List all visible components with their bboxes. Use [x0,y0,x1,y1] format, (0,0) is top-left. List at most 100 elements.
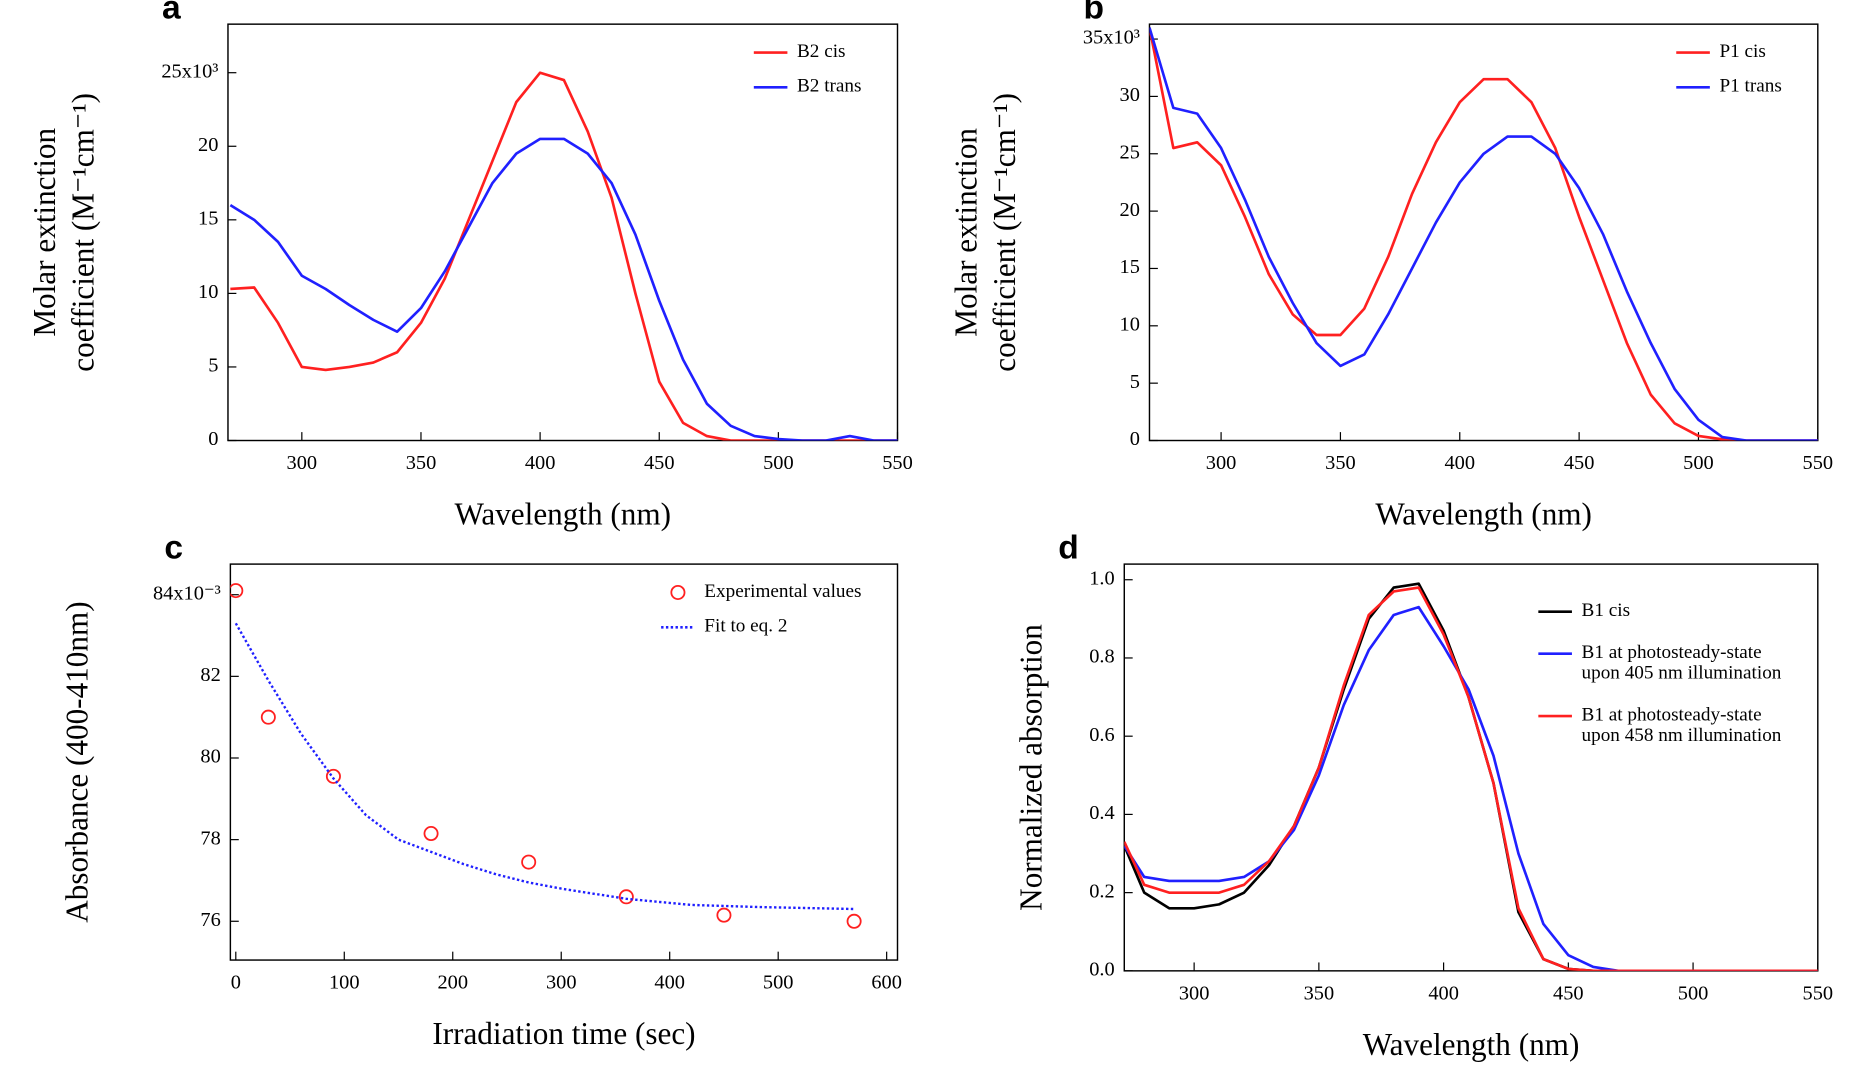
legend-label: B1 at photosteady-state [1582,704,1762,725]
x-tick-label: 500 [763,452,794,474]
x-tick-label: 350 [1304,983,1335,1005]
data-point [325,768,341,784]
y-axis-title: coefficient (M⁻¹cm⁻¹) [66,93,101,372]
legend: Experimental values Fit to eq. 2 [661,581,862,637]
x-tick-label: 600 [871,972,902,994]
y-tick-label: 25 [1120,141,1140,163]
x-tick-label: 400 [654,972,685,994]
legend-label: B2 trans [797,76,862,97]
x-axis-title: Wavelength (nm) [454,496,671,531]
y-tick-label: 5 [1130,371,1140,393]
y-tick-label: 20 [198,134,218,156]
x-tick-label: 400 [1444,452,1475,474]
plot-frame [227,23,899,442]
data-line [229,137,898,441]
x-tick-label: 350 [1325,452,1356,474]
y-tick-label: 76 [200,909,220,931]
x-tick-label: 400 [1428,983,1459,1005]
y-axis-title: Absorbance (400-410nm) [60,601,95,922]
y-tick-label: 10 [198,281,218,303]
data-point [618,889,634,905]
y-tick-label: 25x10³ [161,60,218,82]
y-tick-label: 20 [1120,199,1140,221]
x-axis-title: Irradiation time (sec) [432,1016,695,1051]
legend-label: B1 at photosteady-state [1582,642,1762,663]
plot-frame [1148,23,1819,442]
y-tick-label: 78 [200,827,220,849]
x-axis-title: Wavelength (nm) [1363,1027,1580,1062]
y-tick-label: 80 [200,746,220,768]
y-axis-title: Molar extinction [27,128,62,337]
x-tick-label: 0 [231,972,241,994]
x-tick-label: 500 [1683,452,1714,474]
data-point [423,826,439,842]
panel-label: d [1058,530,1079,567]
y-tick-label: 0.6 [1089,724,1114,746]
legend-label: upon 405 nm illumination [1582,662,1782,683]
data-point [521,854,537,870]
y-tick-label: 5 [208,355,218,377]
panel-label: a [162,0,181,27]
data-line [1124,586,1818,971]
y-tick-label: 10 [1120,313,1140,335]
data-point [230,583,244,599]
panel: a 0 5 10 15 20 25x10³ 300 350 400 450 500 550 Wavelen… [27,0,913,531]
panel-label: c [164,530,183,567]
x-tick-label: 450 [1564,452,1595,474]
legend-label: B1 cis [1582,600,1631,621]
data-line [1124,605,1818,971]
y-tick-label: 0.0 [1089,959,1114,981]
y-tick-label: 1.0 [1089,567,1114,589]
panel: c 76 78 80 82 84x10⁻³ 0 100 200 300 400 500 600 Irrad… [60,530,902,1051]
x-tick-label: 450 [1553,983,1584,1005]
panel: d 0.0 0.2 0.4 0.6 0.8 1.0 300 350 400 450 500 550 Wav… [1013,530,1833,1062]
x-tick-label: 450 [644,452,675,474]
y-tick-label: 15 [198,207,218,229]
x-tick-label: 100 [329,972,360,994]
x-tick-label: 300 [287,452,318,474]
legend: B2 cis B2 trans [753,41,862,97]
x-tick-label: 500 [1678,983,1709,1005]
y-tick-label: 0 [1130,428,1140,450]
x-tick-label: 400 [525,452,556,474]
y-tick-label: 0.4 [1089,802,1114,824]
y-tick-label: 82 [200,664,220,686]
data-line [1149,27,1818,441]
x-tick-label: 300 [1179,983,1210,1005]
y-tick-label: 15 [1120,256,1140,278]
legend-label: B2 cis [797,41,846,62]
y-tick-label: 0.2 [1089,880,1114,902]
x-tick-label: 550 [1803,452,1834,474]
x-tick-label: 500 [763,972,794,994]
data-line [234,622,855,911]
legend: P1 cis P1 trans [1676,41,1782,97]
x-tick-label: 300 [546,972,577,994]
panel: b 0 5 10 15 20 25 30 35x10³ 300 350 400 450 500 550 Wav… [949,0,1833,531]
legend-label: Experimental values [704,581,861,602]
plot-area [1124,582,1818,971]
plot-frame [229,563,899,961]
y-tick-label: 30 [1120,84,1140,106]
y-tick-label: 0 [208,428,218,450]
x-tick-label: 550 [1803,983,1834,1005]
plot-frame [1123,563,1819,972]
y-axis-title: Molar extinction [949,128,984,337]
y-tick-label: 35x10³ [1083,27,1140,49]
data-line [230,71,898,441]
data-point [846,913,862,929]
y-tick-label: 84x10⁻³ [153,582,221,604]
y-tick-label: 0.8 [1089,646,1114,668]
data-line [1149,27,1818,441]
plot-area [230,583,862,929]
x-tick-label: 300 [1206,452,1237,474]
x-tick-label: 200 [437,972,468,994]
panel-label: b [1083,0,1104,27]
plot-area [1149,27,1818,441]
x-tick-label: 550 [882,452,913,474]
plot-area [229,71,898,441]
legend-label: upon 458 nm illumination [1582,725,1782,746]
legend-label: P1 cis [1719,41,1765,62]
